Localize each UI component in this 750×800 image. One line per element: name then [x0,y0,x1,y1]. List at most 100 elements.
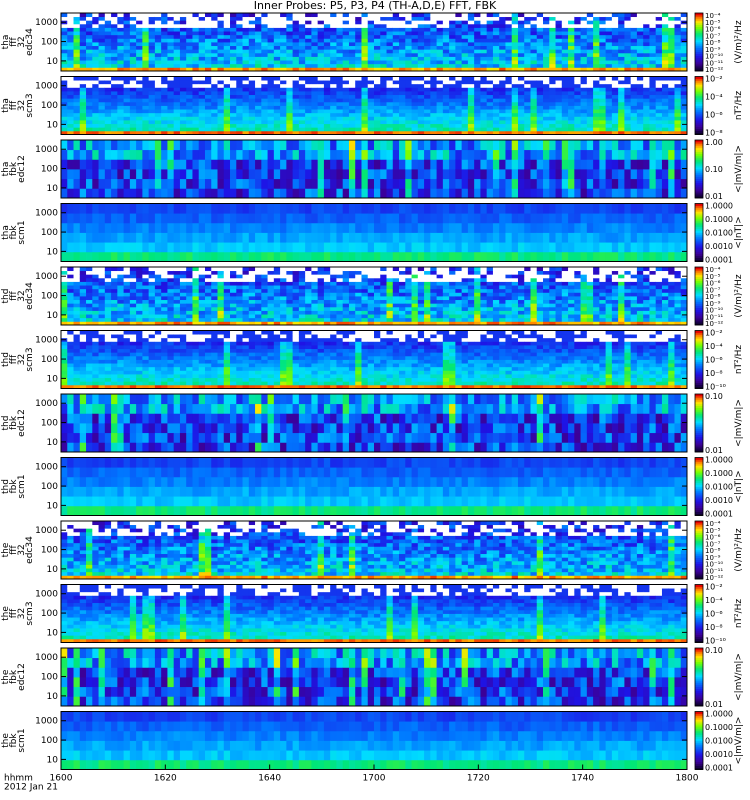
spectrogram-cell [155,95,162,99]
spectrogram-cell [205,13,212,17]
spectrogram-cell [662,84,669,88]
spectrogram-cell [612,116,619,120]
spectrogram-cell [124,17,131,21]
spectrogram-cell [455,95,462,99]
spectrogram-cell [130,188,137,198]
spectrogram-cell [155,150,162,160]
spectrogram-cell [249,77,256,81]
spectrogram-cell [624,169,631,179]
spectrogram-cell [336,64,343,68]
spectrogram-cell [649,38,656,42]
spectrogram-cell [186,274,193,278]
spectrogram-cell [606,80,613,84]
spectrogram-cell [643,140,650,150]
spectrogram-cell [405,159,412,169]
spectrogram-cell [443,46,450,50]
spectrogram-cell [80,150,87,160]
spectrogram-cell [480,57,487,61]
spectrogram-cell [80,213,87,223]
spectrogram-cell [474,106,481,110]
spectrogram-cell [537,17,544,21]
spectrogram-cell [505,223,512,233]
spectrogram-cell [180,150,187,160]
spectrogram-cell [61,213,68,223]
spectrogram-cell [505,64,512,68]
spectrogram-cell [656,20,663,24]
spectrogram-cell [99,31,106,35]
spectrogram-cell [280,106,287,110]
spectrogram-cell [174,20,181,24]
spectrogram-cell [255,84,262,88]
spectrogram-cell [568,113,575,117]
spectrogram-cell [192,35,199,39]
spectrogram-cell [405,57,412,61]
spectrogram-cell [606,49,613,53]
spectrogram-cell [361,77,368,81]
spectrogram-cell [618,13,625,17]
spectrogram-cell [218,87,225,91]
spectrogram-cell [449,140,456,150]
spectrogram-cell [343,84,350,88]
spectrogram-cell [149,223,156,233]
spectrogram-cell [430,113,437,117]
spectrogram-cell [192,292,199,296]
spectrogram-cell [142,20,149,24]
spectrogram-cell [268,13,275,17]
spectrogram-cell [186,116,193,120]
spectrogram-cell [92,116,99,120]
spectrogram-cell [455,102,462,106]
spectrogram-cell [161,35,168,39]
spectrogram-cell [180,49,187,53]
spectrogram-cell [668,80,675,84]
spectrogram-cell [437,140,444,150]
spectrogram-cell [318,91,325,95]
spectrogram-cell [130,113,137,117]
spectrogram-cell [524,150,531,160]
spectrogram-cell [224,17,231,21]
spectrogram-cell [674,35,681,39]
spectrogram-cell [468,120,475,124]
spectrogram-cell [361,179,368,189]
spectrogram-cell [286,213,293,223]
spectrogram-cell [531,233,538,243]
spectrogram-cell [374,127,381,131]
spectrogram-cell [412,35,419,39]
spectrogram-cell [111,102,118,106]
spectrogram-cell [124,271,131,275]
spectrogram-cell [243,49,250,53]
spectrogram-cell [468,57,475,61]
spectrogram-cell [61,204,68,214]
spectrogram-cell [612,188,619,198]
spectrogram-cell [136,28,143,32]
spectrogram-cell [74,116,81,120]
spectrogram-cell [186,307,193,311]
spectrogram-cell [349,150,356,160]
spectrogram-cell [61,13,68,17]
spectrogram-cell [437,57,444,61]
spectrogram-cell [280,46,287,50]
spectrogram-cell [80,77,87,81]
spectrogram-cell [562,102,569,106]
spectrogram-cell [117,188,124,198]
spectrogram-cell [430,28,437,32]
spectrogram-cell [130,274,137,278]
spectrogram-cell [124,289,131,293]
spectrogram-cell [449,42,456,46]
spectrogram-cell [649,169,656,179]
spectrogram-cell [668,31,675,35]
spectrogram-cell [531,140,538,150]
spectrogram-cell [142,84,149,88]
spectrogram-cell [480,120,487,124]
spectrogram-cell [67,282,74,286]
spectrogram-cell [74,20,81,24]
spectrogram-cell [487,28,494,32]
spectrogram-cell [86,233,93,243]
spectrogram-cell [86,53,93,57]
spectrogram-cell [581,223,588,233]
spectrogram-cell [443,20,450,24]
spectrogram-cell [649,87,656,91]
spectrogram-cell [324,35,331,39]
spectrogram-cell [468,150,475,160]
spectrogram-cell [192,20,199,24]
spectrogram-cell [637,64,644,68]
